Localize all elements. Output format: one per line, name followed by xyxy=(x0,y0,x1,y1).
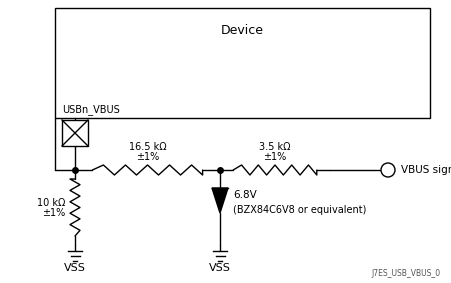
Text: ±1%: ±1% xyxy=(263,152,287,162)
Text: VSS: VSS xyxy=(64,263,86,273)
Text: 6.8V: 6.8V xyxy=(233,190,257,200)
Polygon shape xyxy=(212,188,228,213)
Text: ±1%: ±1% xyxy=(136,152,159,162)
Bar xyxy=(62,120,88,146)
Text: VSS: VSS xyxy=(209,263,231,273)
Text: (BZX84C6V8 or equivalent): (BZX84C6V8 or equivalent) xyxy=(233,205,366,215)
Text: 16.5 kΩ: 16.5 kΩ xyxy=(129,142,166,152)
Text: 10 kΩ: 10 kΩ xyxy=(37,198,65,207)
Text: VBUS signal: VBUS signal xyxy=(401,165,451,175)
Text: 3.5 kΩ: 3.5 kΩ xyxy=(259,142,291,152)
Text: J7ES_USB_VBUS_0: J7ES_USB_VBUS_0 xyxy=(372,269,441,278)
Text: Device: Device xyxy=(221,23,264,37)
Text: USBn_VBUS: USBn_VBUS xyxy=(62,104,120,115)
Text: ±1%: ±1% xyxy=(42,207,65,218)
Bar xyxy=(55,8,430,118)
